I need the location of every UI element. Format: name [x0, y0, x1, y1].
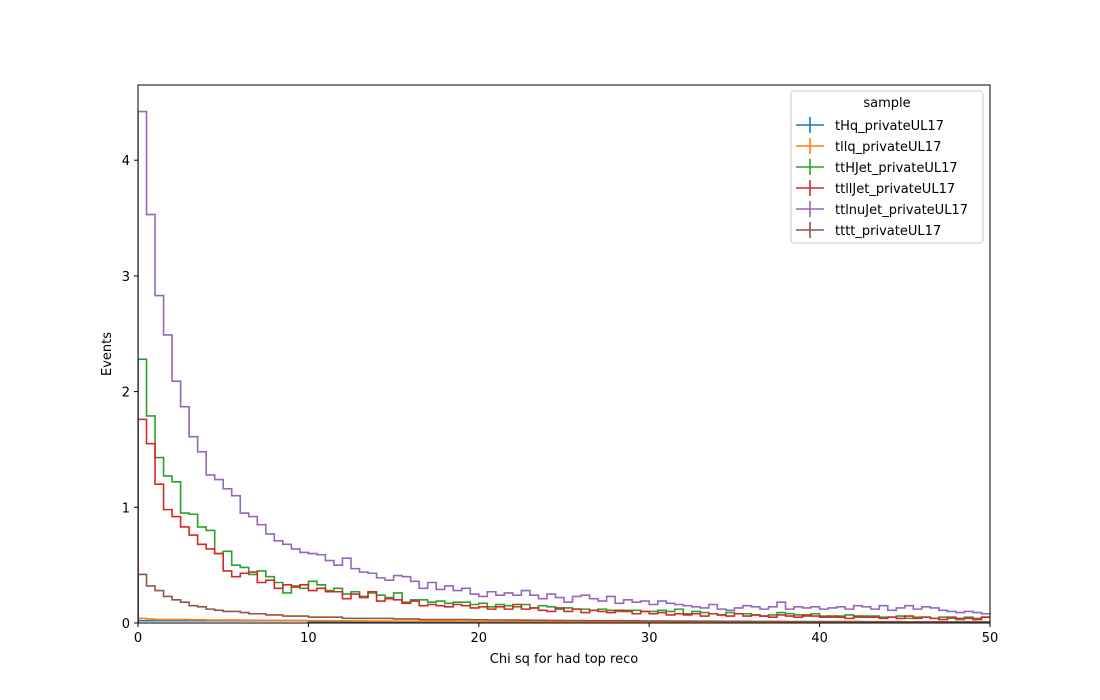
legend-label: tHq_privateUL17 — [835, 119, 944, 134]
legend-items: tHq_privateUL17 tllq_privateUL17 ttHJet_pr… — [796, 117, 968, 239]
plot-frame — [137, 84, 991, 624]
x-tick-label: 20 — [471, 631, 488, 646]
y-tick-label: 3 — [122, 270, 130, 285]
series-line-ttllJet_privateUL17 — [138, 418, 990, 623]
x-axis-title: Chi sq for had top reco — [490, 652, 638, 667]
legend-label: ttHJet_privateUL17 — [835, 161, 958, 176]
x-tick-label: 30 — [641, 631, 658, 646]
x-tick-label: 50 — [982, 631, 999, 646]
legend-label: ttlnuJet_privateUL17 — [835, 203, 968, 218]
y-tick-label: 0 — [122, 617, 130, 632]
legend-label: tttt_privateUL17 — [835, 224, 941, 239]
series-line-tttt_privateUL17 — [138, 573, 990, 623]
x-tick-label: 40 — [811, 631, 828, 646]
y-tick-label: 2 — [122, 386, 130, 401]
legend-label: ttllJet_privateUL17 — [835, 182, 955, 197]
legend-box — [790, 90, 984, 244]
x-tick-label: 0 — [134, 631, 142, 646]
y-tick-label: 1 — [122, 501, 130, 516]
series-line-ttHJet_privateUL17 — [138, 358, 990, 623]
legend-item: tHq_privateUL17 — [796, 117, 944, 134]
legend-item: tllq_privateUL17 — [796, 138, 941, 155]
legend-label: tllq_privateUL17 — [835, 140, 941, 155]
x-axis: 0 10 20 30 40 50 — [134, 623, 998, 646]
legend-item: ttllJet_privateUL17 — [796, 180, 955, 197]
x-tick-label: 10 — [300, 631, 317, 646]
legend-item: tttt_privateUL17 — [796, 222, 941, 239]
plot-area — [138, 110, 990, 623]
legend-title: sample — [863, 96, 910, 111]
y-tick-label: 4 — [122, 154, 130, 169]
y-axis-title: Events — [100, 332, 115, 376]
series-line-ttlnuJet_privateUL17 — [138, 110, 990, 623]
legend-item: ttHJet_privateUL17 — [796, 159, 958, 176]
legend: sample tHq_privateUL17 tllq_privateUL17tt… — [790, 90, 984, 244]
y-axis: 0 1 2 3 4 — [122, 154, 138, 632]
legend-item: ttlnuJet_privateUL17 — [796, 201, 968, 218]
